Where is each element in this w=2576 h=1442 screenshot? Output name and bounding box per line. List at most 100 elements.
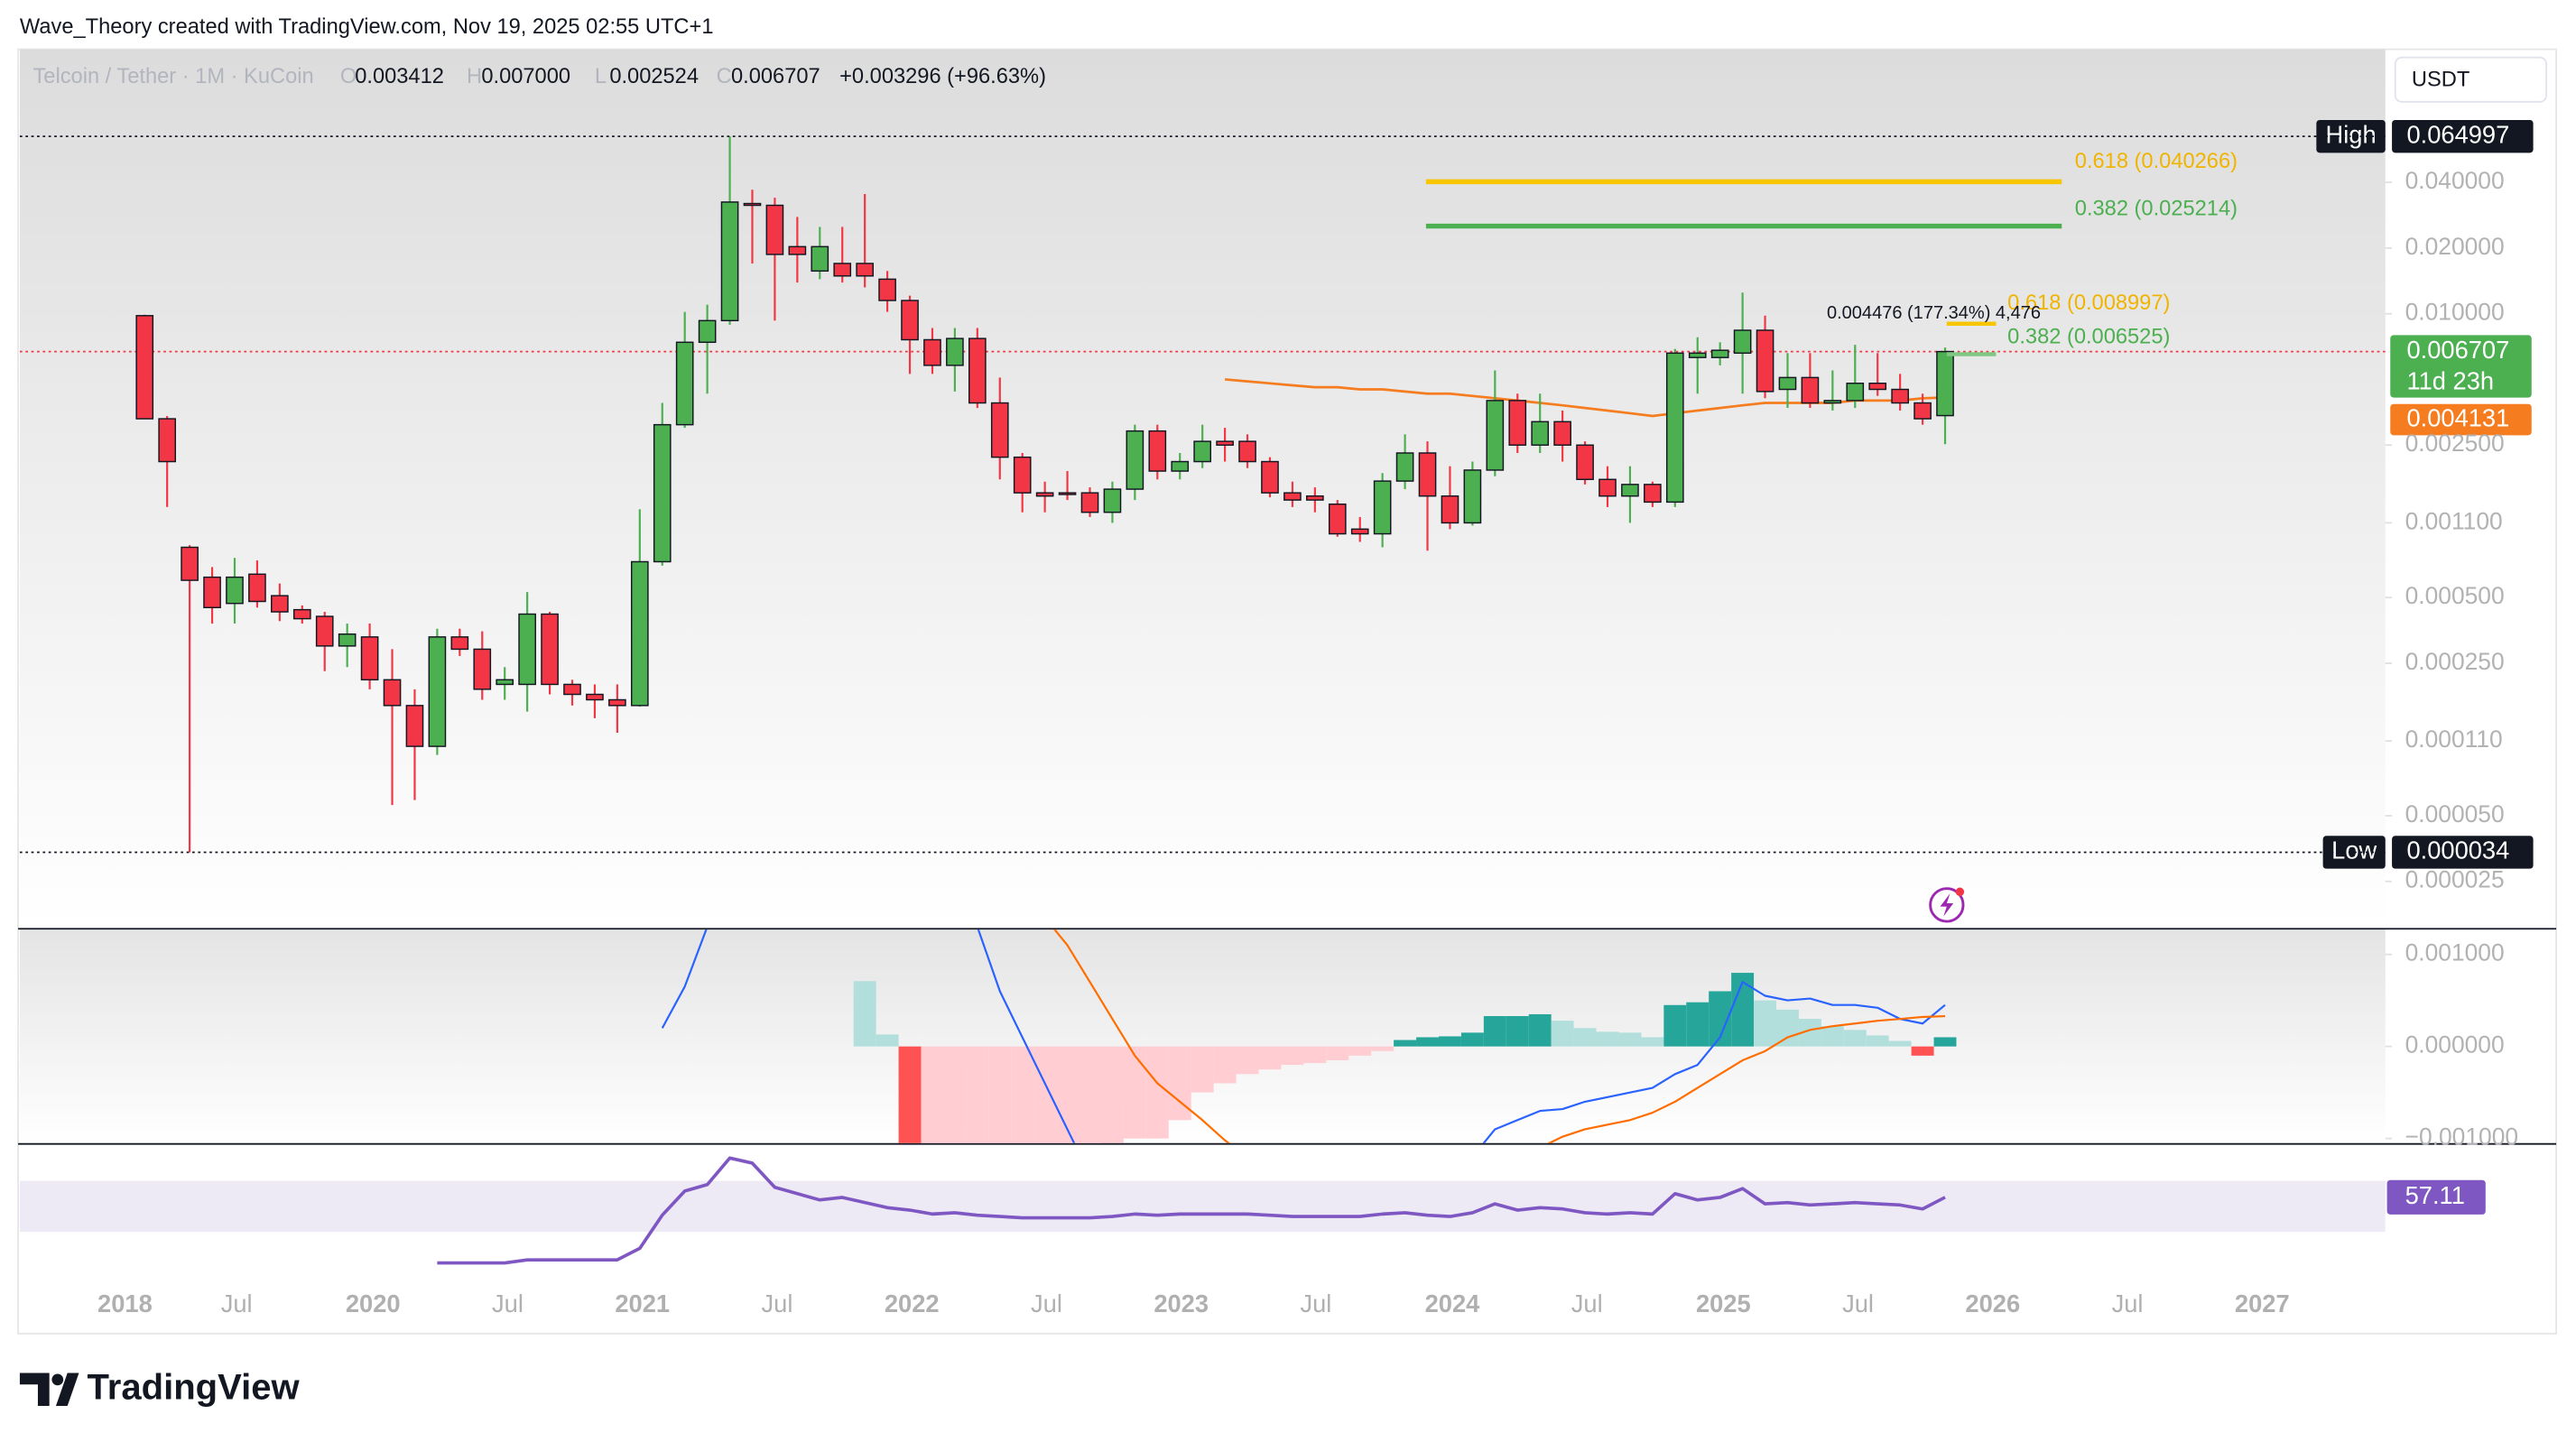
candle-body [1756,329,1774,393]
candle-body [878,278,896,301]
macd-histogram-bar [1191,1046,1214,1093]
candle-body [608,698,626,707]
price-badge [2390,335,2532,398]
x-tick-label: Jul [492,1289,524,1317]
candle-body [1193,440,1212,463]
macd-line [661,929,1946,1143]
legend-c-label: C [717,65,732,88]
macd-pane [19,929,2386,1143]
logo-shape [55,1373,79,1406]
x-tick-label: Jul [1300,1289,1331,1317]
legend-h-label: H [467,65,482,88]
macd-histogram-bar [1933,1037,1957,1047]
candle-body [541,613,559,686]
macd-histogram-bar [1641,1037,1664,1047]
candle-body [1126,430,1144,490]
macd-histogram-bar [1348,1046,1372,1056]
legend-o: 0.003412 [355,65,444,88]
macd-histogram-bar [1100,1046,1124,1143]
candle-body [990,402,1009,458]
x-tick-label: 2022 [885,1289,940,1317]
macd-histogram-bar [1663,1004,1687,1047]
candle-body [1936,350,1954,417]
extreme-tag-label: Low [2331,837,2377,864]
alert-dot[interactable] [1955,887,1965,897]
candle-body [428,636,447,747]
extreme-value-box [2392,119,2534,153]
candle-body [1283,492,1302,501]
y-tick-label: 0.040000 [2405,167,2505,194]
candle-body [811,245,829,273]
macd-histogram-bar [1551,1021,1574,1047]
candle-body [405,705,424,747]
alert-bolt[interactable] [1940,893,1954,917]
alert-circle[interactable] [1929,887,1965,923]
candle-body [1531,421,1550,446]
macd-layer [661,929,1957,1143]
legend-h: 0.007000 [481,65,570,88]
macd-histogram-bar [1528,1013,1552,1047]
macd-histogram-bar [1754,1000,1777,1047]
y-tick-label: 0.000050 [2405,800,2505,827]
candle-body [1688,352,1707,358]
candle-body [1261,460,1279,494]
macd-histogram-bar [1394,1040,1417,1047]
currency-label[interactable]: USDT [2412,68,2469,91]
candle-body [1598,478,1617,497]
macd-histogram-bar [921,1046,944,1143]
candle-body [1306,495,1324,501]
legend-l: 0.002524 [609,65,699,88]
candle-body [1733,329,1752,355]
macd-histogram-bar [1866,1035,1889,1047]
macd-histogram-bar [1483,1016,1506,1047]
candle-body [1013,456,1032,494]
candle-body [1644,484,1662,504]
candle-body [1665,352,1684,504]
candle-body [1035,492,1054,497]
macd-tick-label: −0.001000 [2405,1123,2518,1151]
macd-histogram-bar [1776,1009,1799,1047]
fib-label: 0.382 (0.025214) [2075,198,2238,221]
candle-body [1508,400,1527,446]
macd-histogram-bar [1258,1046,1282,1070]
candle-body [765,204,784,255]
macd-histogram-bar [1123,1046,1146,1139]
candle-body [1350,528,1369,535]
candle-body [1441,495,1459,524]
legend-c: 0.006707 [731,65,820,88]
currency-button[interactable] [2394,56,2548,103]
macd-histogram-bar [1371,1046,1395,1051]
alert-icon[interactable] [1929,887,1965,923]
brand-logo [19,1373,79,1406]
candle-body [630,560,649,707]
candle-body [315,615,334,647]
price-badge-countdown: 11d 23h [2406,366,2494,394]
candle-body [383,679,402,707]
rsi-line [437,1156,1946,1265]
candle-body [968,337,987,404]
brand-name: TradingView [88,1367,301,1407]
fib-label-small: 0.618 (0.008997) [2007,291,2170,315]
candle-body [563,683,581,696]
candle-body [946,337,964,366]
candle-body [1621,484,1639,497]
candle-body [1216,440,1234,446]
candle-body [788,245,807,255]
x-tick-label: 2025 [1696,1289,1751,1317]
macd-tick-label: 0.000000 [2405,1031,2505,1058]
x-tick-label: 2018 [97,1289,153,1317]
extreme-value: 0.064997 [2406,120,2509,148]
macd-histogram-bar [1686,1002,1710,1047]
x-tick-label: 2021 [615,1289,670,1317]
ema-badge-value: 0.004131 [2406,403,2509,431]
candle-body [135,315,154,420]
rsi-badge-value: 57.11 [2405,1181,2465,1209]
macd-histogram-bar [1506,1016,1529,1047]
y-tick-label: 0.000110 [2405,726,2503,753]
candle-body [833,263,852,277]
candle-body [1710,349,1729,358]
candle-body [1913,402,1932,420]
candle-body [698,319,717,344]
macd-histogram-bar [853,981,876,1047]
